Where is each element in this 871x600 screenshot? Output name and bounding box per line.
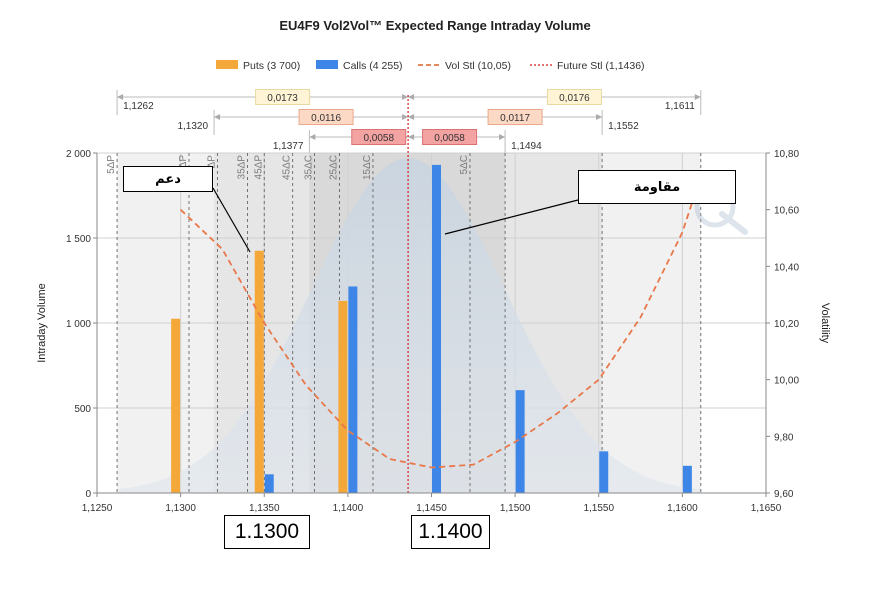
x-tick-label: 1,1500 xyxy=(500,503,531,514)
range-arrow xyxy=(309,134,316,140)
range-arrow xyxy=(117,94,124,100)
x-tick-label: 1,1450 xyxy=(416,503,447,514)
delta-label: 15ΔC xyxy=(362,155,373,180)
range-arrow xyxy=(694,94,701,100)
chart-title: EU4F9 Vol2Vol™ Expected Range Intraday V… xyxy=(279,18,590,33)
y2-tick-label: 10,20 xyxy=(774,319,799,330)
range-left-label: 1,1320 xyxy=(177,121,208,132)
legend-label: Future Stl (1,1436) xyxy=(557,60,645,72)
distribution-curve xyxy=(118,158,703,493)
range-arrow xyxy=(596,114,603,120)
vol-stl-line xyxy=(180,181,700,469)
support-callout: دعم xyxy=(123,166,213,192)
range-box-label: 0,0117 xyxy=(500,113,530,124)
annotation-leaders xyxy=(212,187,579,253)
range-arrow xyxy=(214,114,221,120)
y2-tick-label: 9,80 xyxy=(774,432,794,443)
call-bar xyxy=(682,465,692,493)
x-tick-label: 1,1350 xyxy=(249,503,280,514)
x-tick-label: 1,1300 xyxy=(165,503,196,514)
y-tick-label: 500 xyxy=(74,404,91,415)
y-tick-label: 2 000 xyxy=(66,149,91,160)
range-box xyxy=(351,129,407,145)
y-tick-label: 0 xyxy=(85,489,91,500)
x-tick-label: 1,1550 xyxy=(583,503,614,514)
delta-label: 35ΔP xyxy=(237,155,248,180)
legend: Puts (3 700) Calls (4 255) Vol Stl (10,05)… xyxy=(216,60,645,72)
call-bar xyxy=(264,474,274,493)
axes: 1,1250 1,1300 1,1350 1,1400 1,1450 1,1500 1,15… xyxy=(66,149,799,514)
y2-tick-label: 10,60 xyxy=(774,206,799,217)
y2-axis-title: Volatility xyxy=(819,303,831,344)
put-bar xyxy=(254,250,264,493)
range-box xyxy=(546,89,602,105)
y2-tick-label: 10,80 xyxy=(774,149,799,160)
range-right-label: 1,1552 xyxy=(608,121,639,132)
y2-tick-label: 10,40 xyxy=(774,262,799,273)
call-bar xyxy=(348,286,358,493)
put-bar xyxy=(338,300,348,493)
delta-lines: 5ΔP ΔP ΔP 35ΔP 45ΔP 45ΔC 35ΔC 25ΔC 15ΔC 5ΔC xyxy=(106,153,702,493)
range-arrow xyxy=(499,134,506,140)
price-box-left: 1.1300 xyxy=(224,515,310,549)
vol-curve xyxy=(180,181,700,469)
call-bar xyxy=(515,390,525,493)
price-box-right: 1.1400 xyxy=(411,515,490,549)
delta-label: 5ΔC xyxy=(459,155,470,174)
range-box xyxy=(298,109,354,125)
range-box-label: 0,0176 xyxy=(559,93,590,104)
y-tick-label: 1 500 xyxy=(66,234,91,245)
resistance-leader xyxy=(444,199,579,235)
delta-label: 35ΔC xyxy=(303,155,314,180)
legend-label: Puts (3 700) xyxy=(243,60,300,72)
range-box-label: 0,0116 xyxy=(311,113,341,124)
delta-label: ΔP xyxy=(178,155,189,169)
legend-label: Vol Stl (10,05) xyxy=(445,60,511,72)
x-tick-label: 1,1650 xyxy=(751,503,782,514)
legend-swatch xyxy=(216,60,238,69)
distribution-area xyxy=(118,158,703,493)
delta-label: 45ΔP xyxy=(253,155,264,180)
delta-label: 25ΔC xyxy=(329,155,340,180)
range-left-label: 1,1262 xyxy=(123,101,154,112)
expected-range-rows: 1,1262 1,1611 0,0173 0,0176 1,1320 1,1552 0,01… xyxy=(116,89,702,155)
range-box-label: 0,0058 xyxy=(434,133,465,144)
range-right-label: 1,1611 xyxy=(665,101,695,112)
support-leader xyxy=(212,187,251,253)
x-tick-label: 1,1600 xyxy=(667,503,698,514)
call-bar xyxy=(432,164,441,493)
y-tick-label: 1 000 xyxy=(66,319,91,330)
x-tick-label: 1,1250 xyxy=(82,503,113,514)
delta-label: 5ΔP xyxy=(106,155,117,174)
range-right-label: 1,1494 xyxy=(511,141,542,152)
range-box-label: 0,0173 xyxy=(267,93,298,104)
legend-label: Calls (4 255) xyxy=(343,60,403,72)
delta-label: ΔP xyxy=(206,155,217,169)
range-left-label: 1,1377 xyxy=(273,141,304,152)
resistance-callout: مقاومة xyxy=(578,170,736,204)
range-box-label: 0,0058 xyxy=(363,133,394,144)
put-bar xyxy=(171,318,181,493)
range-box xyxy=(255,89,311,105)
volume-bars xyxy=(171,164,692,493)
range-box xyxy=(487,109,543,125)
call-bar xyxy=(599,451,609,493)
y-axis-title: Intraday Volume xyxy=(36,283,48,363)
y2-tick-label: 9,60 xyxy=(774,489,794,500)
x-tick-label: 1,1400 xyxy=(333,503,364,514)
legend-swatch xyxy=(316,60,338,69)
y2-tick-label: 10,00 xyxy=(774,376,799,387)
delta-label: 45ΔC xyxy=(282,155,293,180)
range-box xyxy=(422,129,478,145)
